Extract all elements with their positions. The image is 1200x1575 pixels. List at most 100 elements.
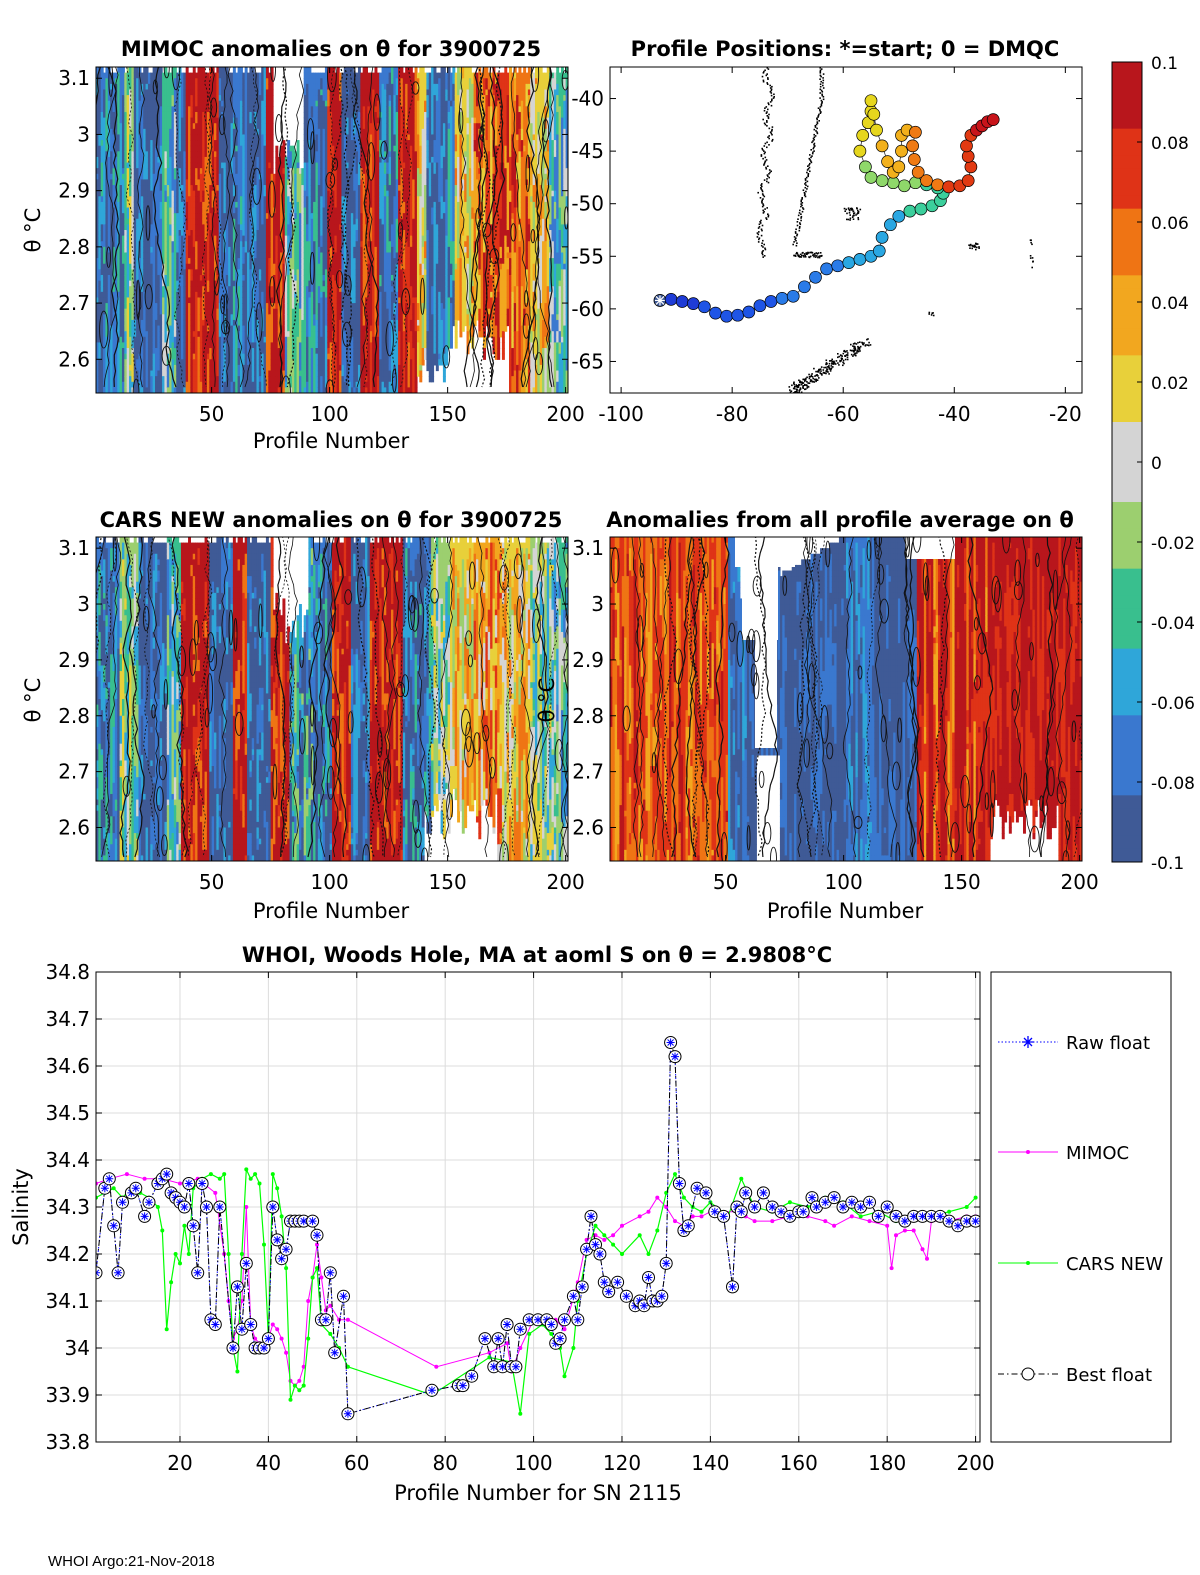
heatmap-cell: [96, 185, 99, 192]
heatmap-cell: [251, 387, 255, 393]
heatmap-cell: [239, 185, 243, 192]
heatmap-cell: [169, 230, 173, 237]
heatmap-cell: [140, 140, 144, 147]
heatmap-cell: [121, 156, 125, 164]
heatmap-cell: [225, 286, 229, 293]
heatmap-cell: [185, 213, 189, 220]
heatmap-cell: [258, 359, 262, 366]
heatmap-cell: [183, 308, 187, 315]
heatmap-cell: [152, 179, 156, 186]
heatmap-cell: [225, 162, 229, 169]
heatmap-cell: [192, 297, 196, 304]
heatmap-cell: [157, 269, 161, 276]
heatmap-cell: [138, 100, 142, 107]
heatmap-cell: [157, 348, 161, 355]
heatmap-cell: [277, 258, 281, 265]
heatmap-cell: [277, 274, 281, 282]
heatmap-cell: [268, 140, 272, 147]
heatmap-cell: [258, 325, 262, 332]
heatmap-cell: [263, 303, 267, 310]
heatmap-cell: [96, 269, 99, 276]
heatmap-cell: [261, 151, 265, 158]
heatmap-cell: [251, 95, 255, 102]
heatmap-cell: [100, 286, 104, 293]
heatmap-cell: [306, 67, 309, 74]
heatmap-cell: [308, 67, 312, 74]
heatmap-cell: [270, 246, 274, 254]
heatmap-cell: [216, 168, 220, 175]
heatmap-cell: [258, 308, 262, 315]
heatmap-cell: [256, 303, 260, 310]
heatmap-cell: [159, 201, 163, 209]
heatmap-cell: [218, 359, 222, 366]
heatmap-cell: [140, 128, 144, 136]
heatmap-cell: [254, 308, 258, 315]
heatmap-cell: [209, 224, 213, 231]
heatmap-cell: [159, 303, 163, 310]
heatmap-cell: [256, 179, 260, 186]
heatmap-cell: [263, 280, 267, 287]
heatmap-cell: [268, 370, 272, 377]
heatmap-cell: [136, 370, 140, 377]
heatmap-cell: [152, 370, 156, 377]
heatmap-cell: [249, 235, 253, 242]
heatmap-cell: [143, 123, 147, 130]
heatmap-cell: [265, 123, 269, 130]
heatmap-cell: [289, 168, 293, 175]
heatmap-cell: [268, 303, 272, 310]
heatmap-cell: [107, 201, 111, 209]
heatmap-cell: [147, 100, 151, 107]
heatmap-cell: [110, 331, 114, 338]
heatmap-cell: [206, 213, 210, 220]
heatmap-cell: [301, 230, 305, 237]
heatmap-cell: [209, 336, 213, 344]
heatmap-cell: [114, 381, 118, 388]
heatmap-cell: [242, 128, 246, 136]
heatmap-cell: [287, 353, 291, 360]
heatmap-cell: [171, 241, 175, 248]
heatmap-cell: [183, 213, 187, 220]
heatmap-cell: [282, 303, 286, 310]
heatmap-cell: [173, 196, 177, 203]
heatmap-cell: [121, 274, 125, 282]
heatmap-cell: [131, 89, 135, 96]
heatmap-cell: [256, 364, 260, 372]
heatmap-cell: [178, 156, 182, 164]
heatmap-cell: [192, 314, 196, 321]
heatmap-cell: [110, 291, 114, 299]
heatmap-cell: [202, 376, 206, 383]
heatmap-cell: [98, 190, 102, 197]
heatmap-cell: [199, 235, 203, 242]
heatmap-cell: [117, 353, 121, 360]
heatmap-cell: [251, 145, 255, 152]
heatmap-cell: [206, 185, 210, 192]
heatmap-cell: [287, 156, 291, 164]
heatmap-cell: [133, 128, 137, 136]
heatmap-cell: [178, 303, 182, 310]
heatmap-cell: [242, 185, 246, 192]
heatmap-cell: [195, 252, 199, 259]
heatmap-cell: [235, 252, 239, 259]
heatmap-cell: [261, 196, 265, 203]
heatmap-cell: [216, 179, 220, 186]
heatmap-cell: [124, 156, 128, 164]
heatmap-cell: [282, 376, 286, 383]
heatmap-cell: [239, 190, 243, 197]
heatmap-cell: [164, 291, 168, 299]
heatmap-cell: [263, 325, 267, 332]
heatmap-cell: [202, 230, 206, 237]
heatmap-cell: [294, 252, 298, 259]
heatmap-cell: [121, 263, 125, 270]
heatmap-cell: [268, 145, 272, 152]
heatmap-cell: [98, 303, 102, 310]
heatmap-cell: [247, 100, 250, 107]
heatmap-cell: [133, 100, 137, 107]
heatmap-cell: [136, 331, 140, 338]
heatmap-cell: [244, 224, 248, 231]
heatmap-cell: [100, 140, 104, 147]
heatmap-cell: [258, 224, 262, 231]
heatmap-cell: [147, 89, 151, 96]
heatmap-cell: [237, 67, 241, 74]
heatmap-cell: [117, 314, 121, 321]
heatmap-cell: [270, 308, 274, 315]
